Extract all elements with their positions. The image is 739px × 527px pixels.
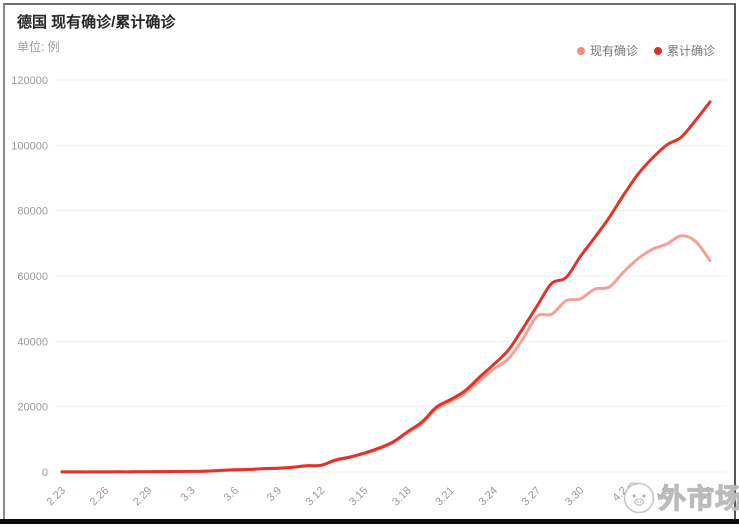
- x-axis-tick-label: 3.24: [476, 485, 500, 509]
- x-axis-tick-label: 3.6: [222, 485, 241, 504]
- chart-legend: 现有确诊 累计确诊: [576, 42, 715, 59]
- cartoon-face-logo-icon: [623, 481, 655, 513]
- legend-item-cumulative-confirmed[interactable]: 累计确诊: [653, 42, 715, 59]
- current-confirmed-dot-icon: [576, 46, 585, 55]
- y-axis-tick-label: 0: [42, 467, 48, 479]
- chart-title: 德国 现有确诊/累计确诊: [17, 14, 176, 31]
- legend-item-current-confirmed[interactable]: 现有确诊: [576, 42, 638, 59]
- watermark: 外市场: [621, 477, 739, 516]
- y-axis-tick-label: 20000: [17, 402, 48, 414]
- x-axis-tick-label: 2.26: [88, 485, 112, 509]
- x-axis-tick-label: 3.27: [520, 485, 544, 509]
- cumulative-confirmed-dot-icon: [653, 46, 662, 55]
- y-axis-tick-label: 80000: [17, 206, 48, 218]
- x-axis-tick-label: 2.29: [131, 485, 155, 509]
- x-axis-tick-label: 3.12: [304, 485, 328, 509]
- series-line-cumulative-confirmed: [60, 100, 712, 474]
- watermark-text: 外市场: [658, 483, 739, 514]
- x-axis-tick-label: 3.3: [178, 485, 197, 504]
- series-line-current-confirmed: [60, 234, 712, 474]
- x-axis-tick-label: 3.18: [390, 485, 414, 509]
- legend-label: 累计确诊: [666, 44, 715, 58]
- y-axis-tick-label: 100000: [11, 140, 48, 152]
- x-axis-tick-label: 3.21: [433, 485, 457, 509]
- chart-unit-label: 单位: 例: [17, 40, 60, 54]
- legend-label: 现有确诊: [589, 44, 638, 58]
- x-axis-tick-label: 3.15: [347, 485, 371, 509]
- bottom-border: [0, 519, 739, 524]
- y-axis-tick-label: 60000: [17, 271, 48, 283]
- y-axis-tick-label: 40000: [17, 336, 48, 348]
- x-axis-tick-label: 3.30: [563, 485, 587, 509]
- x-axis-tick-label: 3.9: [265, 485, 284, 504]
- x-axis-tick-label: 2.23: [44, 485, 68, 509]
- y-axis-tick-label: 120000: [11, 75, 48, 87]
